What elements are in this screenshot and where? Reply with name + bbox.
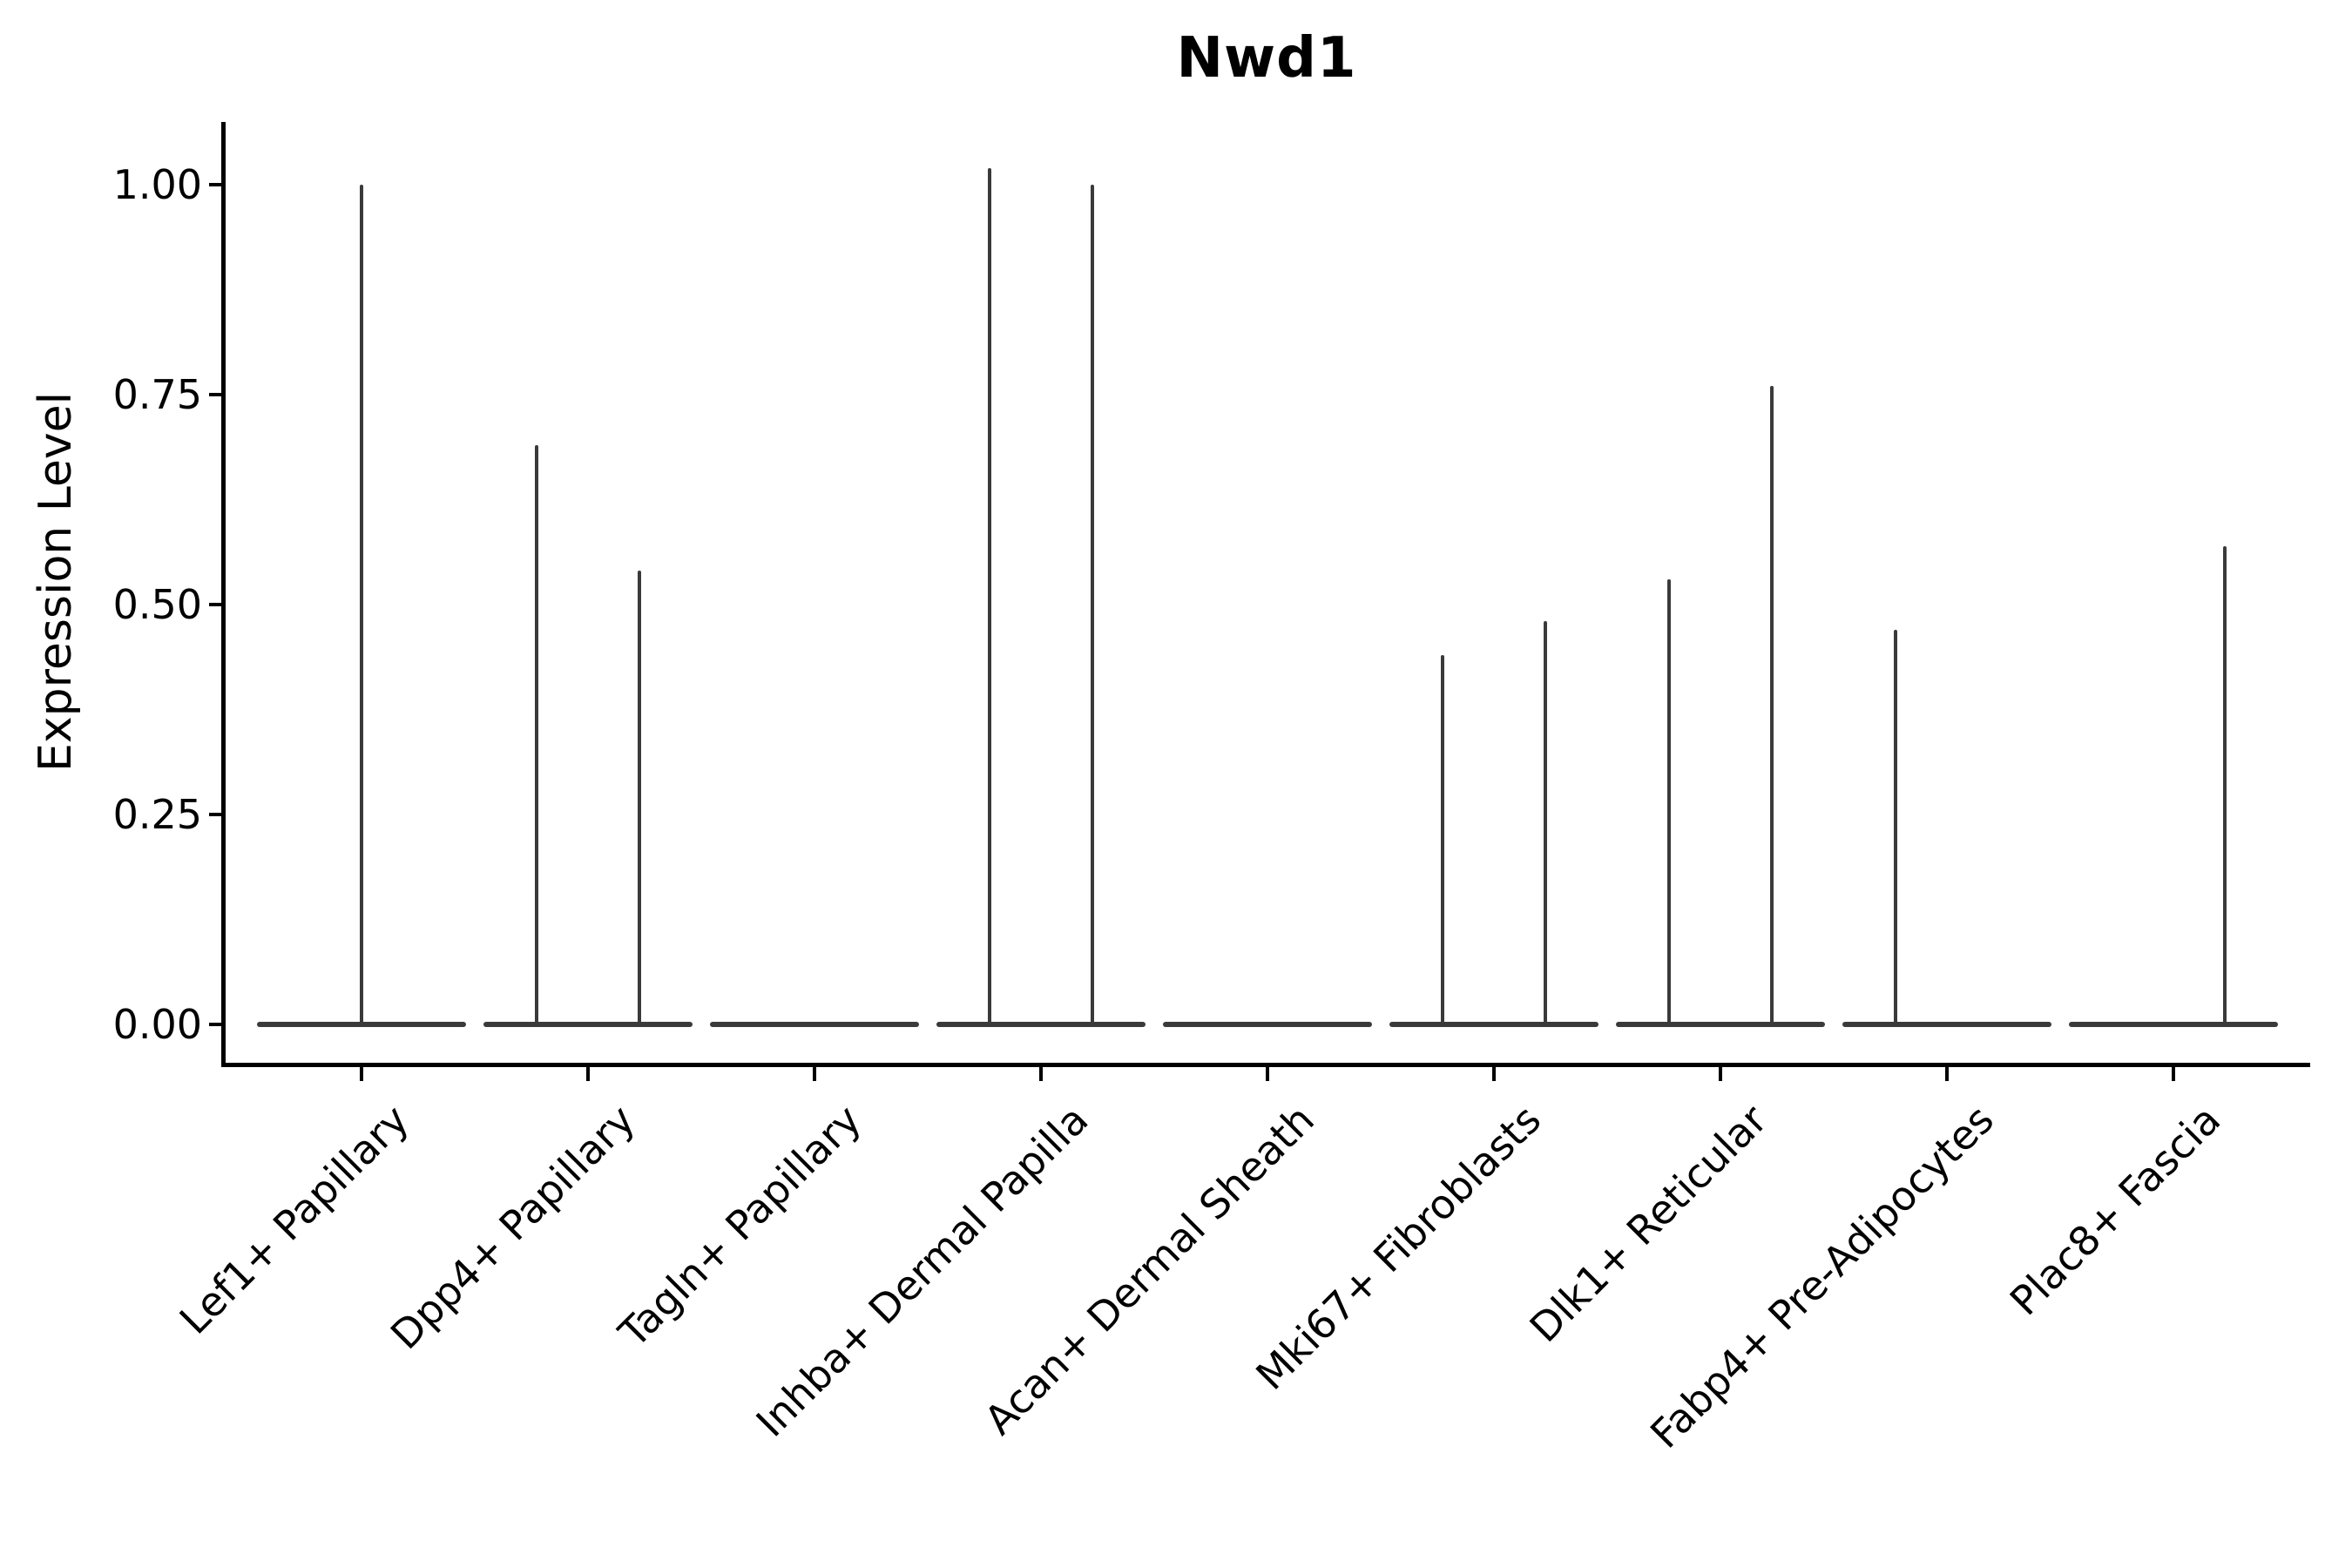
y-tick-mark	[209, 393, 223, 396]
violin-spike	[988, 167, 991, 1024]
x-tick-mark	[1719, 1067, 1722, 1081]
x-tick-mark	[1492, 1067, 1496, 1081]
x-tick-mark	[1039, 1067, 1043, 1081]
x-tick-mark	[1266, 1067, 1269, 1081]
y-tick-mark	[209, 1023, 223, 1026]
y-tick-mark	[209, 183, 223, 186]
violin-body	[483, 1022, 693, 1027]
violin-body	[1163, 1022, 1372, 1027]
y-tick-label: 0.25	[112, 791, 202, 838]
violin-body	[1842, 1022, 2051, 1027]
violin-spike	[1770, 386, 1774, 1024]
x-axis-label: Lef1+ Papillary	[170, 1096, 418, 1343]
x-tick-mark	[586, 1067, 590, 1081]
violin-spike	[1667, 579, 1671, 1024]
x-tick-mark	[1945, 1067, 1949, 1081]
x-axis-label: Dpp4+ Papillary	[381, 1096, 645, 1359]
violin-body	[936, 1022, 1146, 1027]
violin-spike	[1894, 629, 1897, 1024]
violin-spike	[1441, 654, 1444, 1024]
violin-spike	[1544, 621, 1547, 1024]
x-tick-mark	[360, 1067, 363, 1081]
violin-body	[2069, 1022, 2278, 1027]
y-tick-mark	[209, 603, 223, 606]
violin-spike	[535, 444, 538, 1024]
violin-spike	[2223, 545, 2227, 1024]
x-axis-label: Plac8+ Fascia	[2000, 1096, 2230, 1325]
x-axis-label: Tagln+ Papillary	[610, 1096, 871, 1356]
violin-spike	[360, 185, 363, 1024]
x-axis-line	[221, 1063, 2310, 1067]
x-tick-mark	[2172, 1067, 2175, 1081]
y-axis-line	[221, 122, 226, 1067]
violin-body	[257, 1022, 466, 1027]
violin-body	[1389, 1022, 1598, 1027]
y-tick-label: 0.75	[112, 371, 202, 418]
violin-body	[1616, 1022, 1825, 1027]
violin-body	[710, 1022, 919, 1027]
violin-spike	[638, 571, 641, 1024]
y-tick-label: 1.00	[112, 161, 202, 208]
y-tick-label: 0.50	[112, 581, 202, 628]
y-tick-mark	[209, 813, 223, 816]
chart-title: Nwd1	[1176, 26, 1357, 91]
violin-spike	[1091, 185, 1094, 1024]
x-axis-label: Dlk1+ Reticular	[1520, 1096, 1777, 1352]
y-tick-label: 0.00	[112, 1001, 202, 1048]
x-tick-mark	[813, 1067, 816, 1081]
